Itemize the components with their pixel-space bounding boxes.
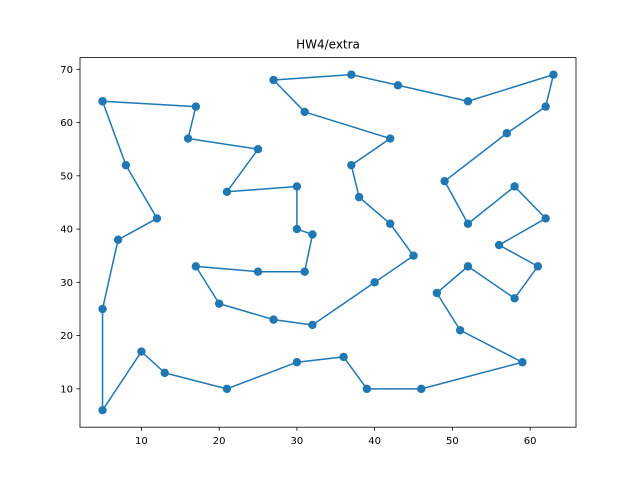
data-point	[347, 160, 356, 170]
data-point	[455, 326, 465, 335]
y-tick-label: 60	[60, 118, 73, 129]
data-point	[222, 384, 232, 394]
data-point	[98, 304, 107, 314]
data-point	[98, 97, 107, 106]
data-point	[339, 352, 348, 362]
data-point	[463, 219, 473, 228]
y-tick-label: 20	[60, 331, 73, 342]
data-point	[269, 75, 278, 85]
data-point	[300, 267, 309, 276]
data-point	[308, 230, 317, 239]
data-point	[137, 347, 146, 356]
x-tick-label: 10	[135, 436, 148, 447]
data-point	[533, 262, 543, 271]
axes-frame	[79, 57, 577, 428]
y-tick-label: 30	[60, 278, 73, 289]
x-tick-label: 60	[524, 436, 537, 447]
axis-ticks: 10 20 30 40 50 60 10 20 30 40 50 60 70	[60, 65, 536, 447]
data-point	[518, 358, 527, 367]
data-point	[385, 219, 395, 228]
data-point	[152, 214, 162, 223]
data-point	[191, 102, 201, 111]
data-point	[222, 187, 232, 197]
plot-area	[98, 70, 558, 415]
data-point	[292, 358, 302, 367]
data-point	[292, 182, 302, 191]
data-point	[362, 384, 372, 394]
x-tick-label: 20	[213, 436, 226, 447]
data-point	[417, 384, 426, 394]
data-point	[541, 214, 550, 223]
data-point	[510, 182, 519, 191]
data-point	[347, 70, 356, 79]
data-point	[432, 288, 442, 298]
data-point	[253, 145, 263, 154]
data-point	[549, 70, 558, 79]
x-tick-label: 50	[446, 436, 459, 447]
data-point	[463, 262, 473, 271]
x-tick-label: 30	[291, 436, 304, 447]
data-point	[463, 97, 473, 106]
data-point	[308, 320, 317, 330]
data-point	[440, 176, 449, 186]
data-point	[214, 299, 224, 308]
data-point	[160, 368, 169, 378]
data-point	[385, 134, 395, 143]
chart-title: HW4/extra	[296, 38, 360, 52]
data-point	[253, 267, 263, 276]
data-point	[191, 262, 201, 271]
data-point	[393, 81, 403, 90]
data-point	[121, 160, 131, 170]
data-point	[409, 251, 418, 260]
series-line	[101, 73, 555, 411]
data-point	[98, 405, 107, 415]
data-point	[269, 315, 278, 324]
data-point	[113, 235, 123, 244]
data-point	[502, 129, 512, 138]
data-point	[292, 224, 302, 234]
y-tick-label: 70	[60, 65, 73, 76]
data-point	[494, 240, 504, 250]
data-point	[183, 134, 193, 143]
data-point	[354, 192, 364, 202]
y-tick-label: 10	[60, 384, 73, 395]
y-tick-label: 40	[60, 225, 73, 236]
data-point	[541, 102, 550, 111]
y-tick-label: 50	[60, 171, 73, 182]
x-tick-label: 40	[368, 436, 381, 447]
data-point	[370, 278, 379, 287]
data-point	[510, 294, 519, 303]
data-point	[300, 107, 309, 117]
